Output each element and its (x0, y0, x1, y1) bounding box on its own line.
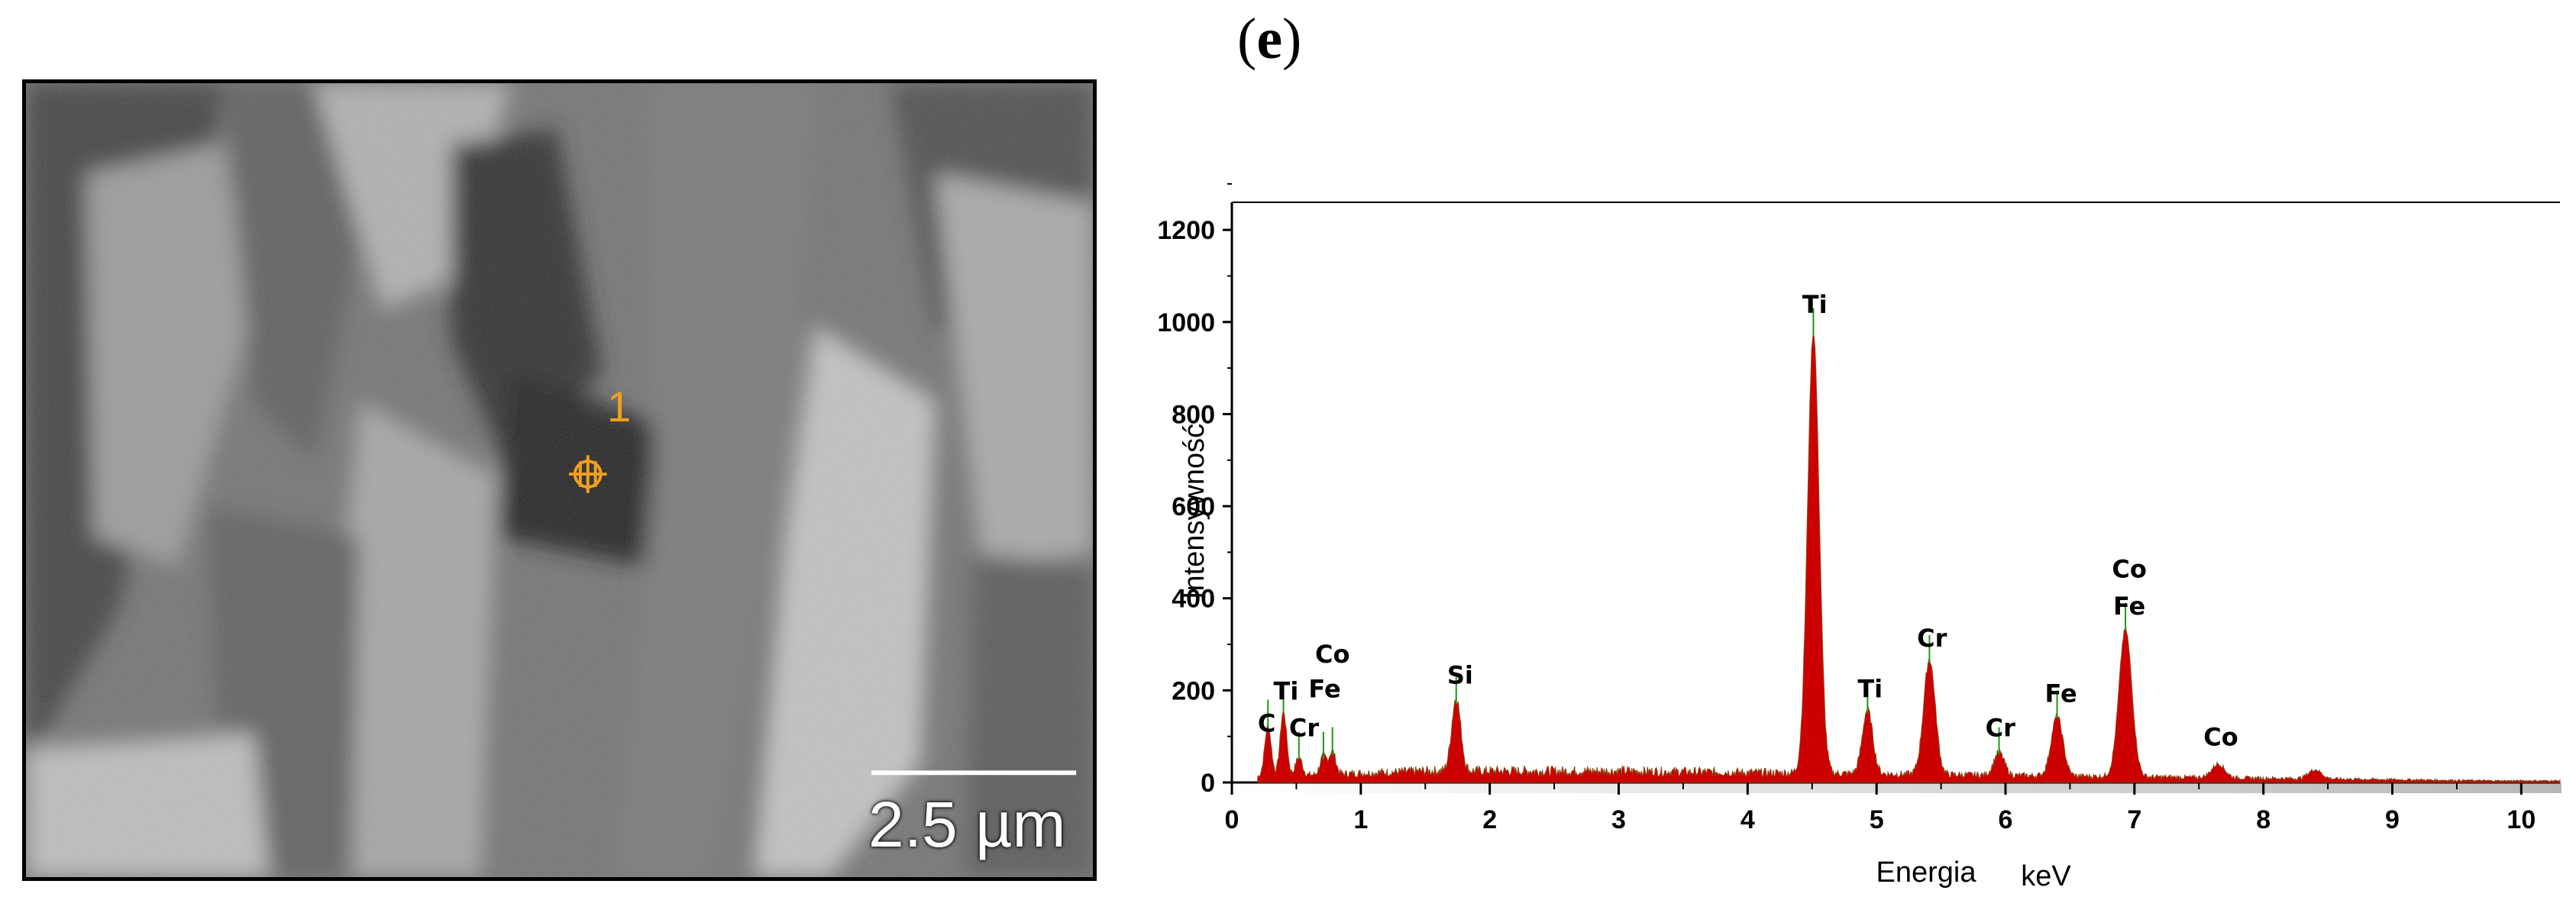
x-axis-band (1231, 782, 2561, 793)
plot-frame (1230, 202, 2560, 784)
peak-label-ti: Ti (1802, 290, 1828, 319)
peak-label-co: Co (2203, 723, 2238, 752)
x-axis-ticks: 0 1 2 3 4 5 6 7 8 9 10 (1225, 782, 2536, 834)
peak-labels: C Ti Cr Fe Co Si Ti Ti Cr Cr Fe Fe Co Co (1258, 290, 2238, 752)
y-tick-label: 800 (1172, 400, 1215, 429)
x-tick-label: 6 (1999, 805, 2013, 834)
x-tick-label: 7 (2127, 805, 2141, 834)
x-tick-label: 8 (2256, 805, 2271, 834)
spectrum-series (1257, 331, 2561, 783)
y-axis-ticks: 0 200 400 600 800 1000 1200 (1157, 182, 1232, 798)
peak-label-ti: Ti (1274, 676, 1299, 705)
peak-label-si: Si (1447, 660, 1473, 689)
y-tick-label: 400 (1172, 585, 1215, 614)
x-tick-label: 0 (1225, 805, 1240, 834)
x-tick-label: 2 (1482, 805, 1497, 834)
peak-label-fe: Fe (2044, 679, 2077, 708)
y-tick-label: 0 (1201, 769, 1215, 798)
scale-bar-label: 2.5 µm (868, 789, 1066, 860)
y-tick-label: 1000 (1157, 308, 1215, 337)
peak-markers (1267, 308, 2127, 760)
x-tick-label: 1 (1353, 805, 1368, 834)
y-tick-label: 200 (1172, 676, 1215, 705)
peak-label-cr: Cr (1986, 714, 2015, 743)
peak-label-ti: Ti (1857, 674, 1883, 703)
sem-image (26, 83, 1093, 877)
sem-micrograph (22, 79, 1097, 881)
peak-label-co: Co (2112, 555, 2146, 584)
eds-spectrum-chart: 0 200 400 600 800 1000 1200 0 1 2 3 4 5 6 7 8 9 10 C Ti Cr… (1157, 182, 2561, 892)
x-tick-label: 10 (2507, 805, 2536, 834)
peak-label-fe: Fe (2113, 592, 2145, 621)
x-tick-label: 9 (2385, 805, 2400, 834)
y-axis-title: Intensywność (1178, 424, 1210, 599)
peak-label-cr: Cr (1289, 714, 1319, 743)
x-axis-unit: keV (2021, 860, 2071, 892)
crosshair-marker-icon (568, 455, 607, 493)
x-axis-title: Energia (1876, 857, 1977, 889)
y-tick-label: 1200 (1157, 216, 1215, 245)
x-tick-label: 5 (1870, 805, 1884, 834)
peak-label-cr: Cr (1917, 624, 1947, 653)
peak-label-fe: Fe (1308, 674, 1340, 703)
peak-label-c: C (1258, 709, 1275, 738)
y-tick-label: 600 (1172, 492, 1215, 521)
marker-label: 1 (607, 382, 632, 431)
x-tick-label: 3 (1611, 805, 1626, 834)
x-tick-label: 4 (1740, 805, 1755, 834)
panel-label: (e) (1237, 7, 1302, 71)
peak-label-co: Co (1315, 640, 1349, 669)
